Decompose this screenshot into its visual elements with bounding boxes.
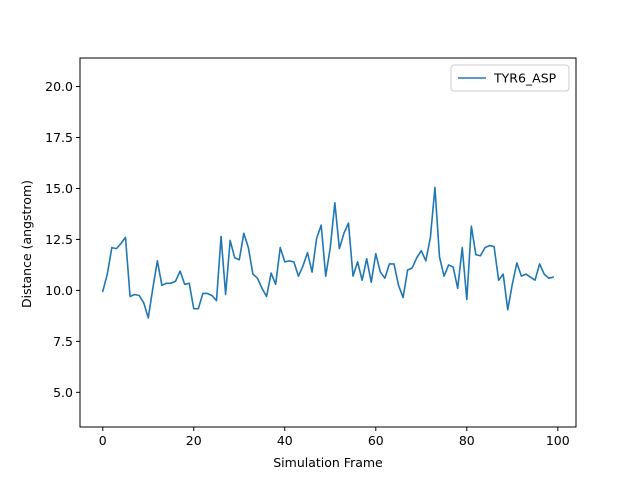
y-tick-label: 5.0 xyxy=(53,385,73,400)
y-tick-label: 15.0 xyxy=(45,181,73,196)
x-tick-label: 20 xyxy=(186,433,202,448)
x-tick-label: 80 xyxy=(459,433,475,448)
plot-area xyxy=(101,186,555,319)
legend-label: TYR6_ASP xyxy=(493,71,557,86)
series-line-tyr6-asp xyxy=(101,186,555,319)
y-tick-label: 17.5 xyxy=(45,130,73,145)
y-axis: 5.0 7.5 10.0 12.5 15.0 17.5 20.0 xyxy=(45,79,80,400)
x-tick-label: 40 xyxy=(277,433,293,448)
y-tick-label: 12.5 xyxy=(45,232,73,247)
legend-box xyxy=(450,64,570,92)
axes-frame xyxy=(79,57,577,428)
x-tick-label: 100 xyxy=(546,433,570,448)
x-axis: 0 20 40 60 80 100 xyxy=(99,427,570,448)
y-tick-label: 10.0 xyxy=(45,283,73,298)
x-tick-label: 0 xyxy=(99,433,107,448)
x-axis-label: Simulation Frame xyxy=(273,455,383,470)
legend: TYR6_ASP xyxy=(450,64,570,92)
y-tick-label: 7.5 xyxy=(53,334,73,349)
y-tick-label: 20.0 xyxy=(45,79,73,94)
x-tick-label: 60 xyxy=(368,433,384,448)
y-axis-label: Distance (angstrom) xyxy=(19,180,34,308)
